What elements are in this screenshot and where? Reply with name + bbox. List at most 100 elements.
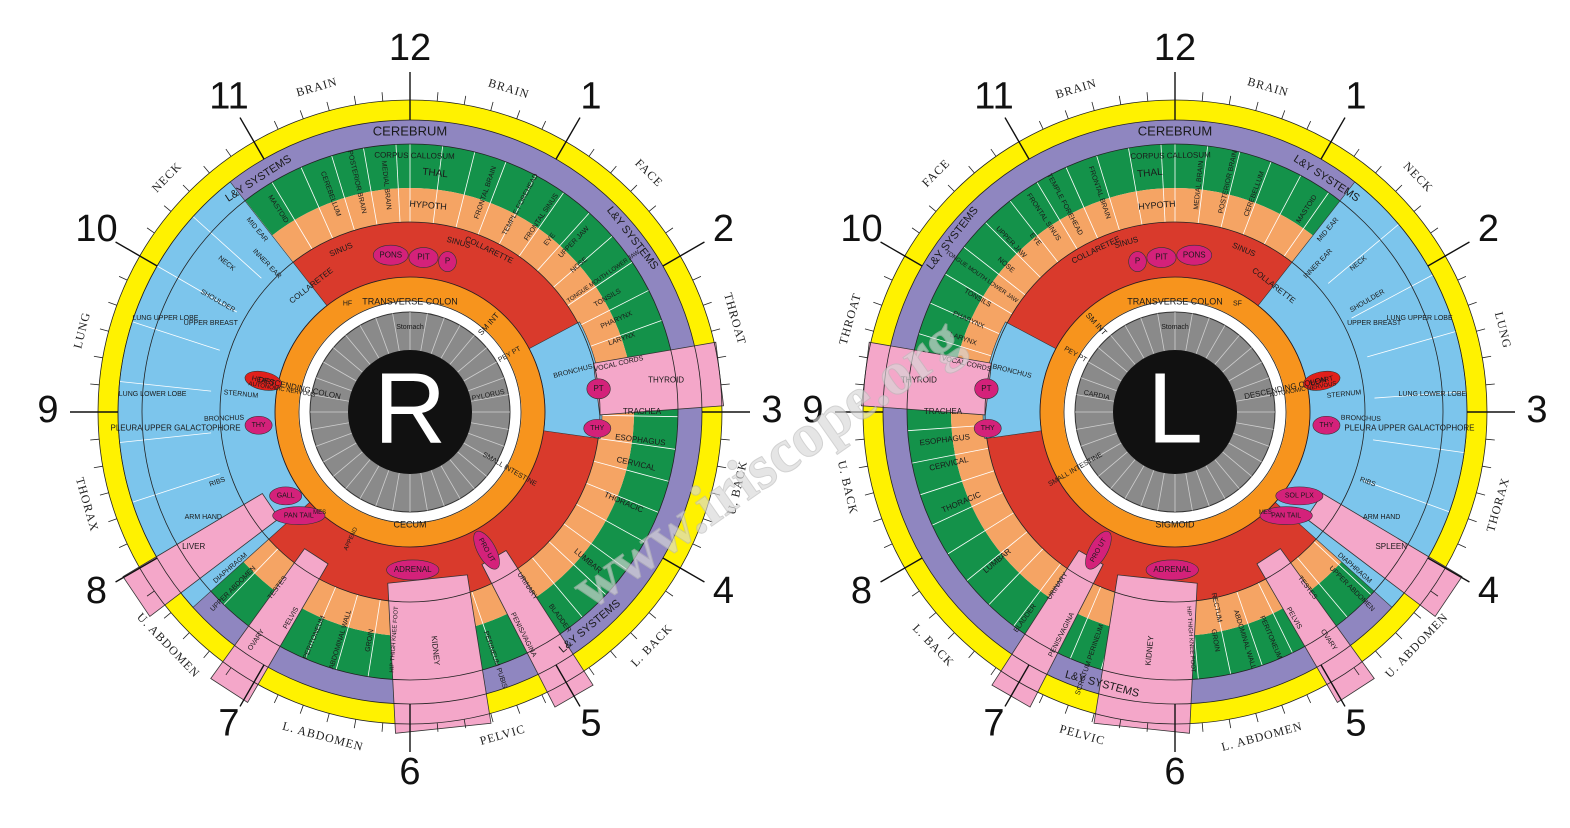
- zone: SPLEEN: [1375, 542, 1407, 551]
- zone: LUNG LOWER LOBE: [1399, 391, 1467, 398]
- band-spoke: [553, 235, 613, 288]
- band-spoke: [599, 414, 678, 418]
- zone-label: SOL PLX: [1285, 493, 1314, 500]
- tick: [1281, 705, 1286, 714]
- band-spoke: [1096, 155, 1120, 231]
- tick: [610, 650, 617, 659]
- zone-label: THYROID: [648, 376, 684, 385]
- tick: [648, 205, 657, 212]
- band-spoke: [911, 447, 989, 464]
- zone-oval: [1128, 251, 1147, 272]
- zone-label: ADRENAL: [1153, 565, 1191, 574]
- ring-outline: [984, 221, 1366, 603]
- zone-label: CECUM: [394, 519, 427, 529]
- zone: STERNUM: [223, 389, 258, 400]
- iris-spoke: [323, 361, 357, 382]
- tick: [630, 184, 638, 192]
- band-spoke: [363, 148, 378, 225]
- iris-spoke: [375, 470, 390, 507]
- zone-label: HEART: [1310, 375, 1335, 387]
- band-spoke: [1013, 563, 1061, 627]
- ring-outline: [298, 300, 522, 524]
- hour-line: [115, 557, 158, 583]
- ring-outline: [906, 143, 1444, 681]
- band-spoke: [1128, 148, 1143, 225]
- tick: [1091, 101, 1095, 111]
- kidney-strip: [1093, 574, 1198, 734]
- iris-spoke: [1088, 361, 1122, 382]
- band-spoke: [367, 599, 381, 677]
- band-spoke: [963, 246, 1026, 296]
- zone-label: TRANSVERSE COLON: [1127, 296, 1223, 306]
- band-spoke: [593, 460, 669, 482]
- band-spoke: [586, 482, 659, 513]
- zone-label: P: [445, 257, 450, 266]
- tick: [436, 722, 439, 732]
- zone: PRO UT: [473, 530, 500, 570]
- zone: BRONCHUS: [1341, 415, 1382, 423]
- zone: LUNG UPPER LOBE: [132, 315, 198, 322]
- iris-spoke: [1157, 313, 1165, 352]
- iris-spoke: [440, 325, 461, 359]
- tick: [516, 110, 521, 119]
- zone-label: UPPER BREAST: [184, 320, 239, 327]
- zone-oval: [1145, 559, 1199, 581]
- zone-label: LIVER: [182, 542, 205, 551]
- iris-spoke: [392, 472, 400, 511]
- zone-label: LUNG UPPER LOBE: [132, 315, 198, 322]
- band-spoke: [471, 591, 498, 666]
- tick: [1064, 705, 1069, 714]
- iris-spoke: [1185, 313, 1193, 352]
- zone-label: P: [1135, 257, 1140, 266]
- tick: [1395, 632, 1403, 640]
- tick: [1281, 110, 1286, 119]
- zone-oval: [1259, 506, 1313, 525]
- clock-number: 8: [86, 570, 107, 612]
- tick: [1430, 590, 1439, 597]
- zone-oval: [1085, 530, 1112, 570]
- zone: GALL: [269, 486, 303, 506]
- zone-label: BRONCHUS: [1341, 415, 1382, 423]
- pupil: [348, 350, 472, 474]
- iris-spoke: [345, 459, 371, 489]
- band-spoke: [304, 586, 337, 659]
- zone-label: CEREBRUM: [373, 123, 447, 138]
- zone: MES: [313, 510, 326, 516]
- zone-label: ARM HAND: [185, 514, 222, 521]
- lung-divider: [1367, 331, 1456, 358]
- zone-label: LUNG LOWER LOBE: [1399, 391, 1467, 398]
- iris-spoke: [1098, 347, 1128, 373]
- band-spoke: [536, 212, 590, 272]
- hour-line: [1320, 117, 1346, 160]
- iris-spoke: [457, 347, 487, 373]
- tick: [182, 184, 190, 192]
- iris-spoke: [359, 465, 380, 499]
- zone: LUNG LOWER LOBE: [119, 391, 187, 398]
- tick: [648, 612, 657, 619]
- zone: THAL: [422, 167, 449, 181]
- iris-spoke: [1205, 465, 1226, 499]
- tick: [1375, 165, 1382, 174]
- zone-label: BRONCHUS: [204, 415, 245, 423]
- tick: [99, 328, 109, 332]
- zone: PIT: [408, 247, 439, 268]
- zone: HIP THIGH KNEE FOOT: [1185, 606, 1196, 673]
- band-spoke: [918, 333, 994, 357]
- tick: [1430, 227, 1439, 234]
- zone-label: MES: [313, 510, 326, 516]
- band-spoke: [919, 470, 995, 496]
- zone-oval: [244, 415, 273, 435]
- clock-number: 4: [713, 570, 734, 612]
- zone-label: HEART: [251, 375, 276, 387]
- hour-line: [555, 664, 581, 707]
- tick: [711, 492, 721, 496]
- zone: GROIN: [1210, 629, 1221, 653]
- zone-oval: [1303, 370, 1341, 391]
- zone: LUNG UPPER LOBE: [1387, 315, 1453, 322]
- tick: [1413, 205, 1422, 212]
- tick: [1476, 492, 1486, 496]
- tick: [1468, 301, 1477, 306]
- iris-spoke: [468, 377, 505, 392]
- zone-label: TRACHEA: [924, 407, 963, 416]
- iris-spoke: [468, 432, 505, 447]
